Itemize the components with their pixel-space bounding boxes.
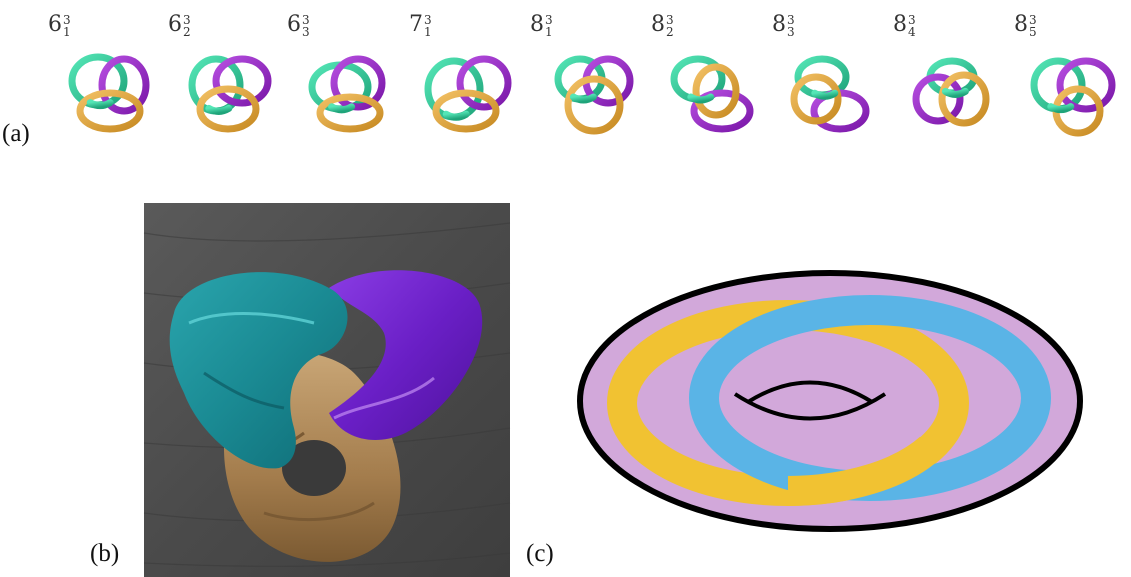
purple-loop: [98, 55, 150, 115]
knot-label-3: 63 3: [287, 12, 310, 39]
knot-label-5: 83 1: [530, 12, 553, 39]
knot-diagram-9: [1030, 57, 1116, 137]
knot-label-2: 63 2: [168, 12, 191, 39]
crossing-segment: [569, 93, 597, 104]
purple-loop: [456, 55, 512, 111]
knot-diagram-8: [912, 57, 990, 127]
crossing-segment: [442, 110, 470, 121]
purple-loop: [690, 89, 754, 133]
orange-loop: [790, 73, 842, 125]
orange-loop: [432, 89, 500, 133]
panel-b-label: (b): [90, 540, 120, 567]
purple-loop: [912, 73, 964, 125]
knot-label-7: 83 3: [772, 12, 795, 39]
crossing-segment: [811, 89, 839, 100]
crossing-segment: [86, 99, 114, 110]
purple-loop: [1056, 57, 1116, 113]
crossing-segment: [941, 87, 969, 98]
knot-label-4: 73 1: [409, 12, 432, 39]
torus-diagram: [577, 270, 1083, 532]
orange-loop: [938, 71, 990, 127]
knot-label-1: 63 1: [48, 12, 71, 39]
knot-diagram-6: [670, 55, 754, 133]
crossing-segment: [1047, 103, 1075, 114]
orange-loop: [76, 89, 144, 133]
orange-loop: [692, 63, 740, 119]
knot-diagram-1: [68, 53, 150, 133]
torus-outline: [577, 270, 1083, 532]
teal-scarf: [169, 272, 348, 469]
knot-diagram-4: [424, 55, 512, 133]
knot-diagram-7: [790, 55, 870, 133]
knot-diagram-5: [554, 55, 634, 135]
purple-loop: [330, 55, 386, 111]
panel-c-label: (c): [526, 540, 554, 567]
crossing-segment: [687, 93, 715, 104]
crossing-segment: [205, 104, 233, 115]
scarf-photo: [143, 203, 511, 577]
yellow-band-overlap: [787, 436, 940, 506]
knot-label-9: 83 5: [1014, 12, 1037, 39]
crossing-segment: [328, 103, 356, 114]
torus-hole-upper-curve: [746, 380, 874, 404]
torus-hole-lower-curve: [733, 392, 887, 421]
panel-a-label: (a): [2, 120, 30, 147]
purple-scarf: [329, 270, 483, 440]
knot-label-6: 83 2: [651, 12, 674, 39]
knot-label-8: 83 4: [893, 12, 916, 39]
orange-loop: [196, 85, 260, 133]
knot-diagrams: [68, 53, 1116, 137]
knot-diagram-2: [188, 55, 272, 133]
orange-loop: [564, 75, 624, 135]
purple-loop: [212, 55, 272, 107]
knot-diagram-3: [308, 55, 386, 133]
orange-loop: [316, 93, 384, 133]
